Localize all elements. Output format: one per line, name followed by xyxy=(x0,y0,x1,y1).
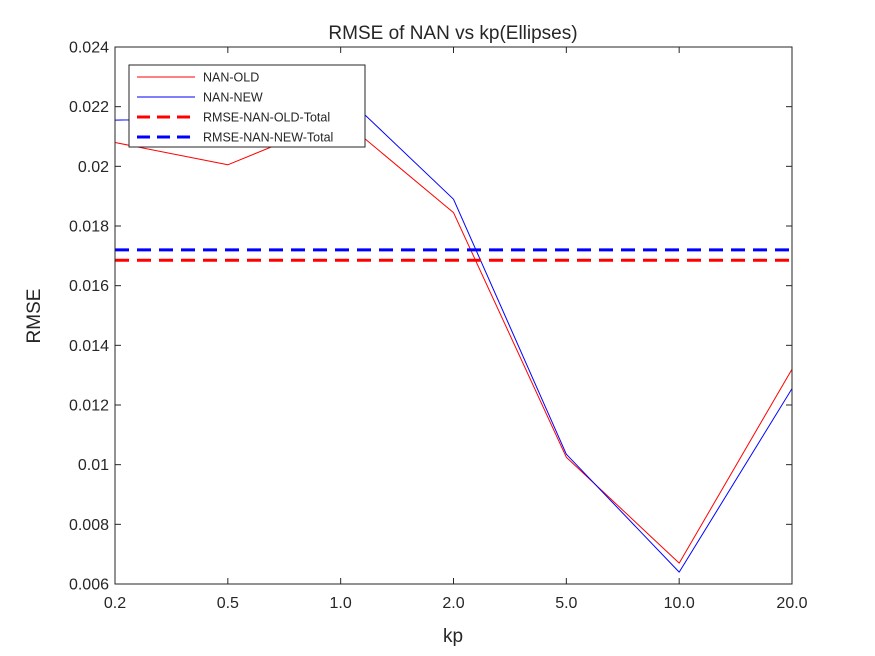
x-tick-label: 20.0 xyxy=(776,595,807,612)
legend-label: RMSE-NAN-OLD-Total xyxy=(203,111,330,125)
y-axis: 0.006 0.008 0.01 0.012 0.014 0.016 0.018 0.02 0.… xyxy=(69,40,792,594)
x-tick-label: 0.5 xyxy=(217,595,239,612)
y-tick-label: 0.01 xyxy=(78,457,109,474)
chart-title: RMSE of NAN vs kp(Ellipses) xyxy=(328,23,577,44)
legend-box xyxy=(128,64,366,148)
y-tick-label: 0.016 xyxy=(69,278,109,295)
y-tick-label: 0.02 xyxy=(78,159,109,176)
y-tick-label: 0.008 xyxy=(69,517,109,534)
x-axis: 0.2 0.5 1.0 2.0 5.0 10.0 20.0 xyxy=(104,47,808,612)
y-tick-label: 0.022 xyxy=(69,99,109,116)
legend: NAN-OLD NAN-NEW RMSE-NAN-OLD-Total RMSE-NAN… xyxy=(128,64,366,148)
x-axis-label: kp xyxy=(443,626,463,647)
y-tick-label: 0.018 xyxy=(69,219,109,236)
y-tick-label: 0.006 xyxy=(69,577,109,594)
x-tick-label: 1.0 xyxy=(330,595,352,612)
legend-label: RMSE-NAN-NEW-Total xyxy=(203,131,333,145)
x-tick-label: 10.0 xyxy=(664,595,695,612)
y-tick-label: 0.014 xyxy=(69,338,109,355)
y-tick-label: 0.012 xyxy=(69,398,109,415)
x-tick-label: 2.0 xyxy=(442,595,464,612)
legend-label: NAN-OLD xyxy=(203,71,259,85)
y-axis-label: RMSE xyxy=(24,289,45,344)
y-tick-label: 0.024 xyxy=(69,40,109,57)
legend-label: NAN-NEW xyxy=(203,91,263,105)
series-line-nan-old xyxy=(115,118,792,564)
x-tick-label: 0.2 xyxy=(104,595,126,612)
x-tick-label: 5.0 xyxy=(555,595,577,612)
